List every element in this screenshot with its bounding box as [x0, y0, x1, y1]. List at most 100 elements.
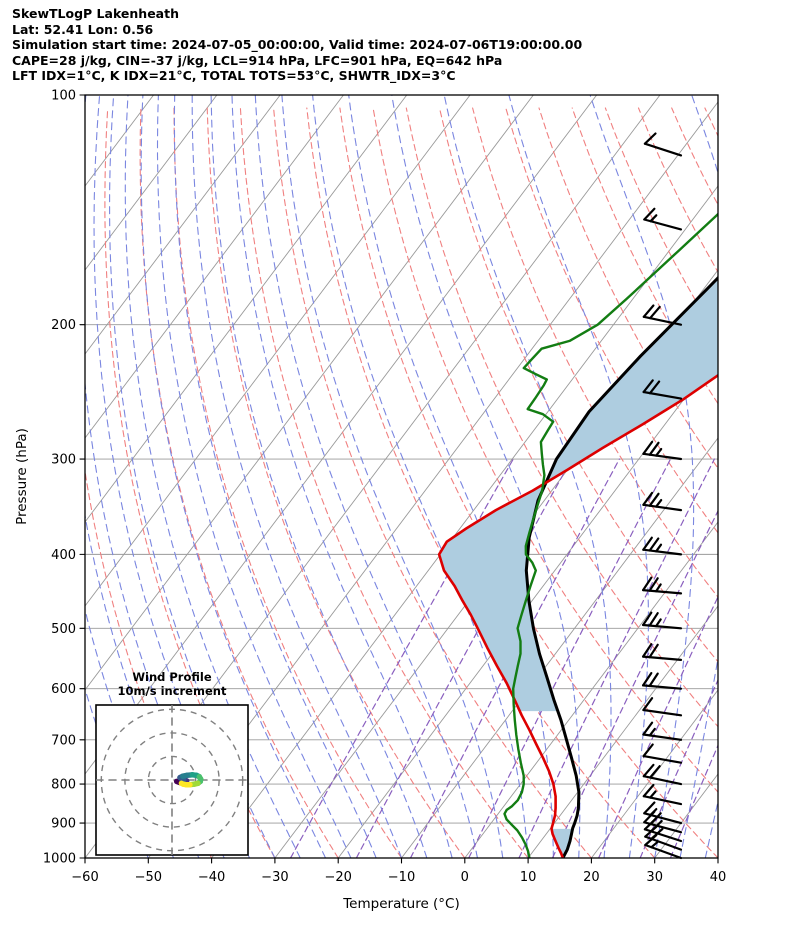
positive-area-lower [551, 828, 573, 858]
barb-full [642, 643, 653, 658]
moist-adiabat-34 [679, 95, 718, 858]
mixing-ratio-32 [669, 743, 718, 858]
header-block: SkewTLogP Lakenheath Lat: 52.41 Lon: 0.5… [12, 6, 782, 84]
barb-shaft [642, 755, 683, 764]
barb-half [649, 808, 658, 816]
barb-full [642, 783, 655, 798]
xtick-label: 40 [710, 870, 727, 885]
barb-full [648, 441, 660, 456]
isotherm--100 [85, 95, 408, 523]
isotherm-0 [464, 521, 718, 858]
moist-adiabat-46 [756, 95, 794, 858]
wind-barb [643, 801, 683, 825]
dry-adiabat-50 [372, 107, 718, 793]
barb-full [642, 743, 654, 758]
moist-adiabat-2 [254, 95, 479, 858]
barb-shaft [642, 708, 683, 717]
barb-half [649, 790, 657, 799]
isotherm-40 [717, 857, 718, 858]
wind-barbs [642, 132, 683, 860]
xtick-label: −50 [135, 870, 162, 885]
barb-full [643, 207, 656, 221]
hodograph-segment [178, 780, 187, 787]
temperature-profile-line [437, 373, 718, 858]
wind-barb [642, 576, 683, 595]
barb-full [642, 672, 653, 687]
barb-full [642, 576, 653, 592]
isotherm-10 [527, 605, 718, 858]
wind-barb [642, 536, 683, 556]
ytick-label: 700 [51, 733, 76, 748]
barb-half [650, 840, 659, 849]
y-axis: 100 200 300 400 500 600 700 800 900 1000 Pressure … [14, 89, 86, 867]
wind-barb [642, 783, 683, 806]
dry-adiabat-120 [604, 107, 718, 340]
mixing-ratio-7 [518, 458, 715, 858]
moist-adiabat--18 [156, 95, 352, 858]
moist-adiabat-42 [731, 95, 794, 858]
barb-full [649, 812, 662, 826]
barb-half [655, 447, 663, 457]
wind-profile-title-1: Wind Profile [132, 670, 212, 684]
moist-adiabat--26 [124, 95, 301, 858]
barb-half [648, 727, 656, 737]
wind-barb [642, 440, 683, 461]
barb-full [648, 577, 659, 592]
ytick-label: 200 [51, 318, 76, 333]
wind-barb [642, 491, 683, 512]
indices-line-2: LFT IDX=1°C, K IDX=21°C, TOTAL TOTS=53°C… [12, 68, 456, 84]
xtick-label: 20 [583, 870, 600, 885]
wind-barb [643, 207, 683, 231]
wind-profile-title-2: 10m/s increment [118, 684, 227, 698]
inset-contents [96, 705, 248, 855]
xtick-label: −60 [71, 870, 98, 885]
xtick-label: −40 [198, 870, 225, 885]
time-line: Simulation start time: 2024-07-05_00:00:… [12, 37, 583, 53]
barb-full [642, 379, 654, 394]
x-axis: −60 −50 −40 −30 −20 −10 0 10 20 30 40 Temperature (… [71, 857, 727, 912]
dry-adiabat--10 [173, 107, 403, 858]
barb-shaft [643, 142, 683, 157]
barb-full [642, 304, 655, 318]
ytick-label: 1000 [43, 852, 76, 867]
wind-barb [642, 763, 683, 786]
barb-full [648, 380, 661, 395]
barb-full [648, 612, 659, 627]
ytick-label: 600 [51, 682, 76, 697]
moist-adiabat-6 [281, 95, 504, 858]
barb-half [655, 583, 662, 593]
isotherm--20 [337, 353, 718, 858]
isotherm--80 [85, 95, 534, 691]
xtick-label: 10 [520, 870, 537, 885]
barb-half [649, 214, 658, 223]
barb-full [643, 132, 657, 145]
wind-barb [642, 379, 683, 400]
dry-adiabat-170 [771, 108, 794, 407]
moist-adiabat-14 [348, 95, 554, 858]
dry-adiabat-60 [405, 107, 718, 728]
barb-full [648, 643, 659, 659]
xtick-label: −10 [388, 870, 415, 885]
ytick-label: 800 [51, 778, 76, 793]
latlon-line: Lat: 52.41 Lon: 0.56 [12, 21, 154, 37]
barb-full [648, 537, 660, 552]
moist-adiabat--2 [231, 95, 453, 858]
moist-adiabat-26 [508, 95, 649, 858]
isotherm--130 [85, 95, 218, 271]
wind-barb [643, 132, 683, 157]
barb-full [648, 492, 660, 507]
indices-line-1: CAPE=28 j/kg, CIN=-37 j/kg, LCL=914 hPa,… [12, 52, 503, 68]
moist-adiabat-22 [443, 95, 612, 858]
mixing-ratio-1 [355, 458, 573, 858]
dewpoint-profile-line [503, 212, 718, 858]
mixing-ratio-2 [409, 458, 620, 858]
moist-adiabat--22 [140, 95, 327, 858]
isotherm--110 [85, 95, 344, 439]
ytick-label: 500 [51, 622, 76, 637]
moist-adiabat--14 [173, 95, 377, 858]
barb-full [649, 765, 661, 779]
plot-title: SkewTLogP Lakenheath [12, 6, 179, 21]
isotherm--10 [401, 437, 718, 858]
